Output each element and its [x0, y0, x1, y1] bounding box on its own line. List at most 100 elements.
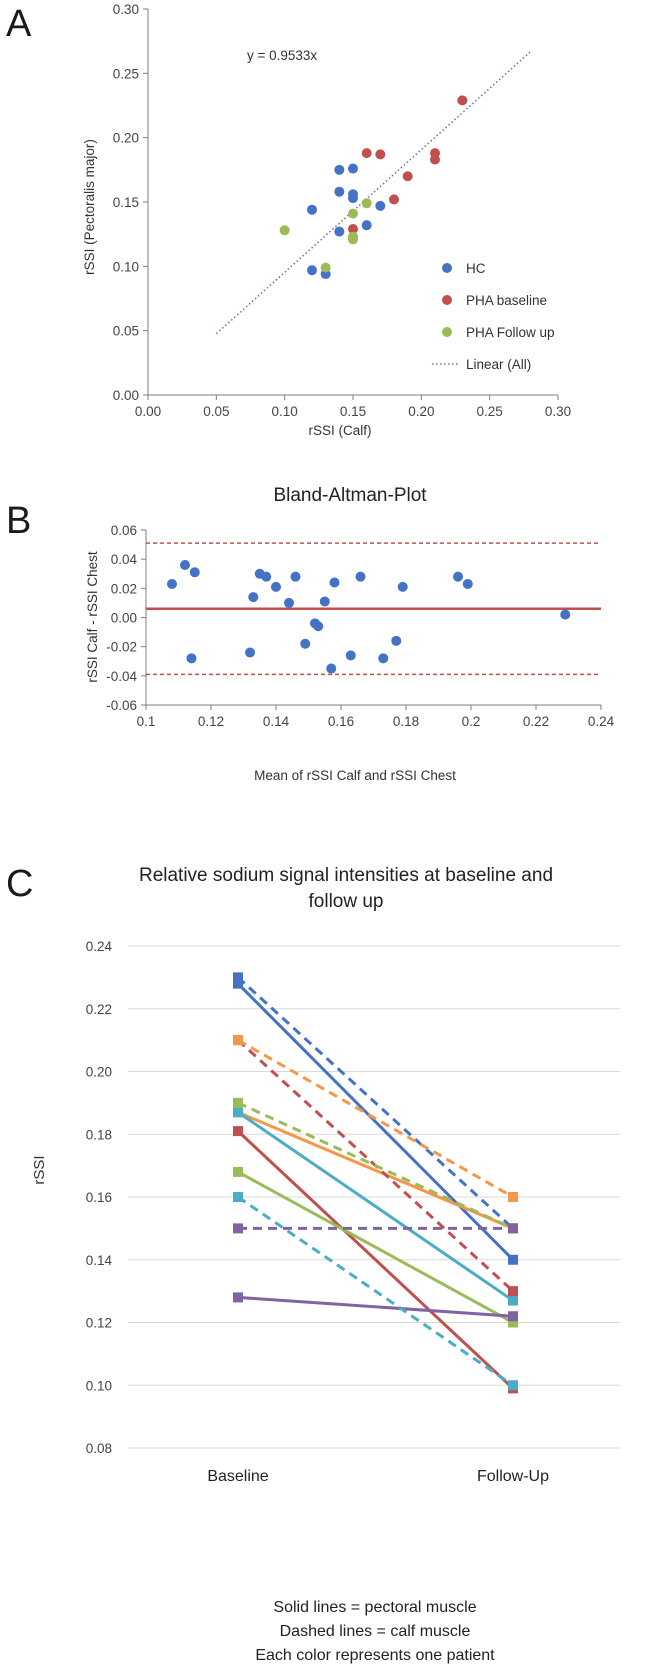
- chart-title-line-2: follow up: [309, 891, 384, 912]
- data-point: [378, 653, 389, 664]
- y-tick-label: 0.30: [113, 2, 139, 17]
- data-marker-patient-3-calf: [233, 1035, 243, 1046]
- data-point: [329, 577, 340, 588]
- y-axis-label: rSSI: [31, 1155, 48, 1184]
- data-point: [167, 578, 177, 589]
- chart-title-line-1: Relative sodium signal intensities at ba…: [139, 865, 553, 886]
- data-point: [261, 571, 272, 582]
- data-marker-patient-2-pectoral: [233, 1126, 243, 1137]
- data-point-hc: [361, 220, 372, 231]
- data-point-hc: [348, 163, 358, 174]
- series-line-patient-3-calf: [237, 1038, 514, 1199]
- data-marker-patient-1-pectoral: [508, 1254, 518, 1265]
- series-line-patient-2-pectoral: [236, 1130, 515, 1390]
- trendline-equation: y = 0.9533x: [247, 48, 317, 63]
- y-tick-label: 0.06: [111, 523, 137, 538]
- data-point-hc: [307, 204, 317, 215]
- data-marker-patient-6-calf: [233, 1223, 243, 1234]
- data-point-pha-follow-up: [320, 262, 331, 273]
- data-marker-patient-6-pectoral: [233, 1292, 243, 1303]
- series-line-patient-5-calf: [237, 1195, 514, 1387]
- data-point: [284, 597, 294, 608]
- data-point: [290, 571, 301, 582]
- note-color-meaning: Each color represents one patient: [255, 1647, 495, 1664]
- y-tick-label: 0.25: [113, 66, 139, 81]
- data-point-pha-follow-up: [279, 225, 290, 236]
- note-dashed-lines: Dashed lines = calf muscle: [280, 1623, 471, 1640]
- data-point-pha-baseline: [430, 154, 440, 165]
- series-line-patient-3-pectoral: [237, 1110, 514, 1230]
- data-point: [560, 609, 571, 620]
- y-tick-label: 0.18: [86, 1127, 112, 1142]
- y-tick-label: 0.24: [86, 939, 113, 954]
- y-tick-label: 0.20: [113, 131, 139, 146]
- y-axis-label: rSSI (Pectoralis major): [82, 139, 97, 275]
- bland-altman-chart: Bland-Altman-Plot Mean of rSSI Calf and …: [85, 485, 615, 783]
- y-tick-label: 0.15: [113, 195, 139, 210]
- data-point: [345, 650, 356, 661]
- y-tick-label: 0.10: [86, 1378, 112, 1393]
- series-line-patient-5-pectoral: [237, 1111, 514, 1302]
- data-point: [355, 571, 366, 582]
- data-point: [391, 635, 402, 646]
- line-chart-c: Relative sodium signal intensities at ba…: [31, 865, 620, 1664]
- data-point: [271, 581, 281, 592]
- data-point: [180, 560, 190, 570]
- y-tick-label: -0.06: [106, 698, 137, 713]
- data-point-hc: [334, 226, 345, 237]
- data-point-pha-follow-up: [348, 234, 358, 245]
- y-tick-label: 0.04: [111, 552, 138, 567]
- x-axis-label: rSSI (Calf): [308, 423, 371, 438]
- x-tick-label: 0.16: [328, 714, 354, 729]
- y-tick-label: -0.02: [106, 640, 137, 655]
- data-marker-patient-1-calf: [233, 972, 243, 983]
- x-tick-label: 0.25: [477, 404, 503, 419]
- data-point-hc: [334, 186, 345, 197]
- data-point-pha-baseline: [402, 171, 413, 182]
- y-tick-label: 0.10: [113, 259, 139, 274]
- y-tick-label: 0.00: [113, 388, 139, 403]
- data-marker-patient-4-pectoral: [233, 1166, 243, 1177]
- data-marker-patient-6-pectoral: [508, 1311, 518, 1322]
- legend-marker: [442, 263, 452, 273]
- x-tick-label: 0.05: [203, 404, 229, 419]
- data-point-pha-baseline: [361, 148, 372, 159]
- data-point-hc: [307, 265, 317, 276]
- y-tick-label: 0.08: [86, 1441, 112, 1456]
- data-point-hc: [348, 193, 358, 204]
- y-tick-label: 0.16: [86, 1190, 112, 1205]
- scatter-chart-a: y = 0.9533x rSSI (Calf) rSSI (Pectoralis…: [82, 2, 571, 438]
- legend-label: Linear (All): [466, 357, 531, 372]
- x-axis-label: Mean of rSSI Calf and rSSI Chest: [254, 768, 456, 783]
- data-point: [453, 571, 463, 582]
- panel-b-letter: B: [6, 500, 31, 542]
- x-tick-label: 0.1: [137, 714, 156, 729]
- y-tick-label: 0.12: [86, 1316, 112, 1331]
- legend-marker: [442, 295, 452, 305]
- y-tick-label: 0.02: [111, 581, 137, 596]
- data-marker-patient-5-pectoral: [508, 1295, 518, 1306]
- series-line-patient-1-calf: [236, 976, 515, 1230]
- data-point: [313, 621, 324, 632]
- y-tick-label: -0.04: [106, 669, 137, 684]
- y-tick-label: 0.05: [113, 324, 139, 339]
- y-tick-label: 0.22: [86, 1002, 112, 1017]
- y-tick-label: 0.14: [86, 1253, 113, 1268]
- legend-label: PHA baseline: [466, 293, 547, 308]
- series-line-patient-6-pectoral: [237, 1295, 514, 1318]
- x-tick-label: 0.22: [523, 714, 549, 729]
- data-point: [326, 663, 337, 674]
- data-point-pha-follow-up: [361, 198, 372, 209]
- series-line-patient-1-pectoral: [236, 982, 515, 1261]
- data-point: [189, 567, 200, 578]
- data-marker-patient-5-pectoral: [233, 1107, 243, 1118]
- x-tick-label: 0.30: [545, 404, 571, 419]
- panel-a-letter: A: [6, 3, 32, 45]
- x-tick-label: 0.15: [340, 404, 366, 419]
- data-marker-patient-3-calf: [508, 1192, 518, 1202]
- trendline: [215, 50, 532, 335]
- y-axis-label: rSSI Calf - rSSI Chest: [85, 551, 100, 683]
- x-tick-label: 0.14: [263, 714, 290, 729]
- x-category-label: Baseline: [207, 1468, 268, 1485]
